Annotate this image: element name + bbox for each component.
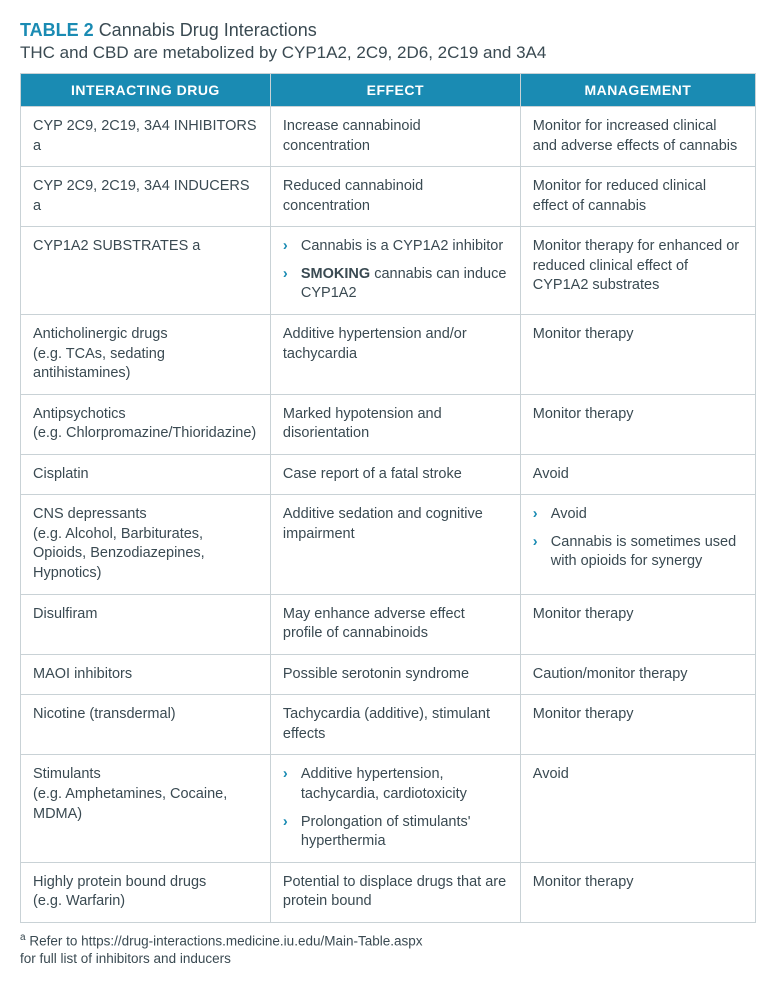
table-cell: Monitor therapy — [520, 314, 755, 394]
table-cell: Highly protein bound drugs(e.g. Warfarin… — [21, 862, 271, 922]
table-cell: Case report of a fatal stroke — [270, 454, 520, 495]
table-cell: Tachycardia (additive), stimulant effect… — [270, 695, 520, 755]
table-title-label: TABLE 2 — [20, 20, 94, 40]
bullet-list: Additive hypertension, tachycardia, card… — [283, 765, 508, 851]
table-row: Anticholinergic drugs(e.g. TCAs, sedatin… — [21, 314, 756, 394]
bullet-item: Cannabis is sometimes used with opioids … — [533, 533, 743, 572]
bullet-item: Cannabis is a CYP1A2 inhibitor — [283, 237, 508, 257]
table-cell: Stimulants(e.g. Amphetamines, Cocaine, M… — [21, 755, 271, 862]
header-management: MANAGEMENT — [520, 74, 755, 107]
table-row: CNS depressants(e.g. Alcohol, Barbiturat… — [21, 495, 756, 594]
table-row: Nicotine (transdermal)Tachycardia (addit… — [21, 695, 756, 755]
table-cell: Nicotine (transdermal) — [21, 695, 271, 755]
table-cell: Additive hypertension, tachycardia, card… — [270, 755, 520, 862]
footnote: a Refer to https://drug-interactions.med… — [20, 931, 756, 969]
table-cell: Caution/monitor therapy — [520, 654, 755, 695]
table-cell: CYP 2C9, 2C19, 3A4 INHIBITORS a — [21, 107, 271, 167]
table-cell: Avoid — [520, 755, 755, 862]
table-row: MAOI inhibitorsPossible serotonin syndro… — [21, 654, 756, 695]
table-cell: Cisplatin — [21, 454, 271, 495]
bullet-item: Additive hypertension, tachycardia, card… — [283, 765, 508, 804]
table-cell: Antipsychotics(e.g. Chlorpromazine/Thior… — [21, 394, 271, 454]
table-row: CisplatinCase report of a fatal strokeAv… — [21, 454, 756, 495]
bullet-list: Avoid Cannabis is sometimes used with opi… — [533, 505, 743, 572]
bold-text: SMOKING — [301, 266, 370, 282]
table-cell: Avoid Cannabis is sometimes used with opi… — [520, 495, 755, 594]
table-cell: CNS depressants(e.g. Alcohol, Barbiturat… — [21, 495, 271, 594]
bullet-item: Avoid — [533, 505, 743, 525]
table-cell: Cannabis is a CYP1A2 inhibitor SMOKING ca… — [270, 227, 520, 315]
table-cell: Monitor therapy — [520, 695, 755, 755]
table-row: Stimulants(e.g. Amphetamines, Cocaine, M… — [21, 755, 756, 862]
header-effect: EFFECT — [270, 74, 520, 107]
table-cell: CYP1A2 SUBSTRATES a — [21, 227, 271, 315]
header-interacting-drug: INTERACTING DRUG — [21, 74, 271, 107]
table-row: Highly protein bound drugs(e.g. Warfarin… — [21, 862, 756, 922]
interactions-table: INTERACTING DRUG EFFECT MANAGEMENT CYP 2… — [20, 73, 756, 923]
table-subtitle: THC and CBD are metabolized by CYP1A2, 2… — [20, 43, 756, 63]
table-cell: Additive sedation and cognitive impairme… — [270, 495, 520, 594]
table-row: DisulfiramMay enhance adverse effect pro… — [21, 594, 756, 654]
table-body: CYP 2C9, 2C19, 3A4 INHIBITORS aIncrease … — [21, 107, 756, 923]
table-cell: Disulfiram — [21, 594, 271, 654]
table-cell: Potential to displace drugs that are pro… — [270, 862, 520, 922]
bullet-list: Cannabis is a CYP1A2 inhibitor SMOKING ca… — [283, 237, 508, 304]
table-cell: Monitor therapy for enhanced or reduced … — [520, 227, 755, 315]
table-cell: Monitor therapy — [520, 394, 755, 454]
table-cell: May enhance adverse effect profile of ca… — [270, 594, 520, 654]
table-cell: Monitor therapy — [520, 862, 755, 922]
table-cell: Monitor for reduced clinical effect of c… — [520, 167, 755, 227]
table-cell: Anticholinergic drugs(e.g. TCAs, sedatin… — [21, 314, 271, 394]
table-cell: MAOI inhibitors — [21, 654, 271, 695]
table-row: Antipsychotics(e.g. Chlorpromazine/Thior… — [21, 394, 756, 454]
table-row: CYP 2C9, 2C19, 3A4 INHIBITORS aIncrease … — [21, 107, 756, 167]
bullet-item: SMOKING cannabis can induce CYP1A2 — [283, 265, 508, 304]
table-title-text: Cannabis Drug Interactions — [99, 20, 317, 40]
table-cell: Avoid — [520, 454, 755, 495]
table-row: CYP1A2 SUBSTRATES aCannabis is a CYP1A2 … — [21, 227, 756, 315]
table-row: CYP 2C9, 2C19, 3A4 INDUCERS aReduced can… — [21, 167, 756, 227]
table-header-row: INTERACTING DRUG EFFECT MANAGEMENT — [21, 74, 756, 107]
bullet-item: Prolongation of stimulants' hyperthermia — [283, 813, 508, 852]
table-cell: Possible serotonin syndrome — [270, 654, 520, 695]
table-cell: Increase cannabinoid concentration — [270, 107, 520, 167]
table-title: TABLE 2 Cannabis Drug Interactions — [20, 20, 756, 41]
table-cell: CYP 2C9, 2C19, 3A4 INDUCERS a — [21, 167, 271, 227]
table-cell: Reduced cannabinoid concentration — [270, 167, 520, 227]
table-cell: Marked hypotension and disorientation — [270, 394, 520, 454]
footnote-line2: for full list of inhibitors and inducers — [20, 951, 231, 966]
footnote-line1: Refer to https://drug-interactions.medic… — [26, 933, 423, 948]
table-cell: Additive hypertension and/or tachycardia — [270, 314, 520, 394]
table-cell: Monitor therapy — [520, 594, 755, 654]
table-cell: Monitor for increased clinical and adver… — [520, 107, 755, 167]
